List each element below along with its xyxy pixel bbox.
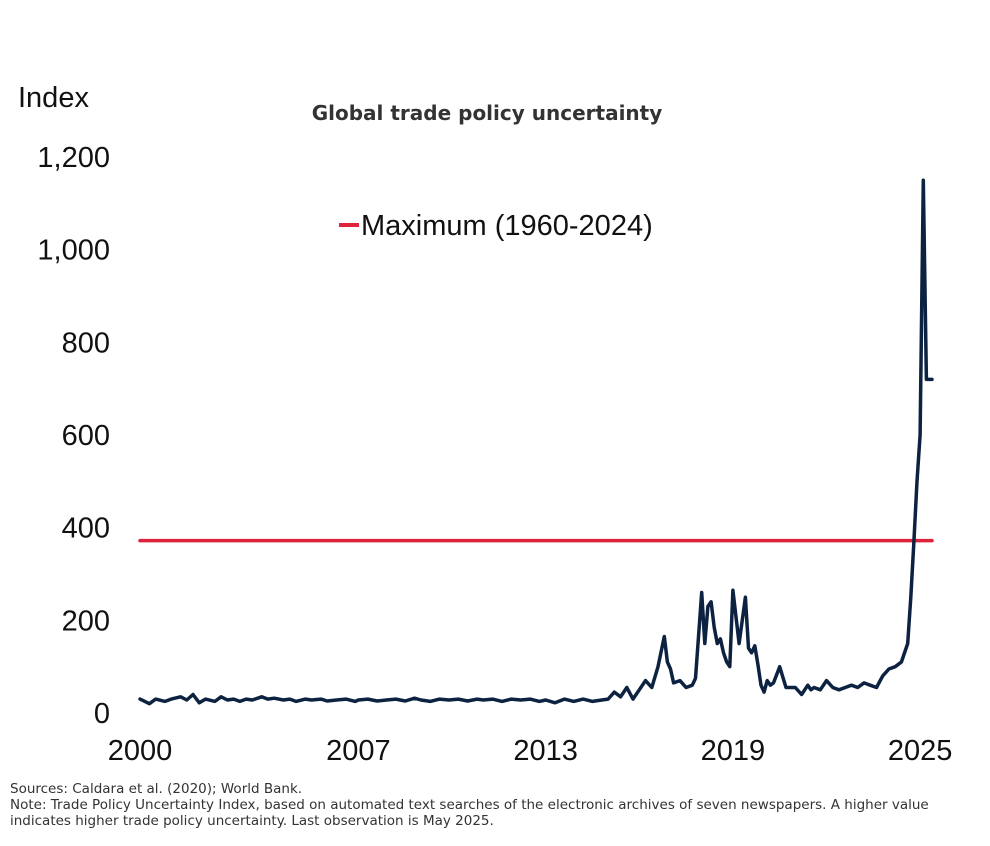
x-tick-label: 2007 <box>326 735 391 767</box>
y-tick-label: 200 <box>62 605 110 637</box>
x-tick-label: 2013 <box>513 735 578 767</box>
y-tick-label: 0 <box>94 698 110 730</box>
methodology-note: Note: Trade Policy Uncertainty Index, ba… <box>10 797 929 829</box>
sources-note: Sources: Caldara et al. (2020); World Ba… <box>10 781 303 797</box>
y-axis-units-label: Index <box>18 82 89 114</box>
y-tick-label: 600 <box>62 420 110 452</box>
x-tick-label: 2019 <box>701 735 766 767</box>
y-tick-label: 1,000 <box>37 235 110 267</box>
y-tick-label: 1,200 <box>37 142 110 174</box>
chart: Index Global trade policy uncertainty 0 2… <box>18 82 953 767</box>
x-axis-ticks: 2000 2007 2013 2019 2025 <box>108 735 953 767</box>
chart-footer: Sources: Caldara et al. (2020); World Ba… <box>10 781 970 829</box>
chart-title: Global trade policy uncertainty <box>312 101 663 125</box>
series-line-trade-policy-uncertainty <box>138 178 934 706</box>
legend-label-maximum: Maximum (1960-2024) <box>361 210 653 242</box>
x-tick-label: 2000 <box>108 735 173 767</box>
y-tick-label: 800 <box>62 327 110 359</box>
x-tick-label: 2025 <box>888 735 953 767</box>
y-tick-label: 400 <box>62 513 110 545</box>
y-axis-ticks: 0 200 400 600 800 1,000 1,200 <box>37 142 110 730</box>
legend: Maximum (1960-2024) <box>339 210 653 242</box>
series-layer <box>138 178 934 706</box>
